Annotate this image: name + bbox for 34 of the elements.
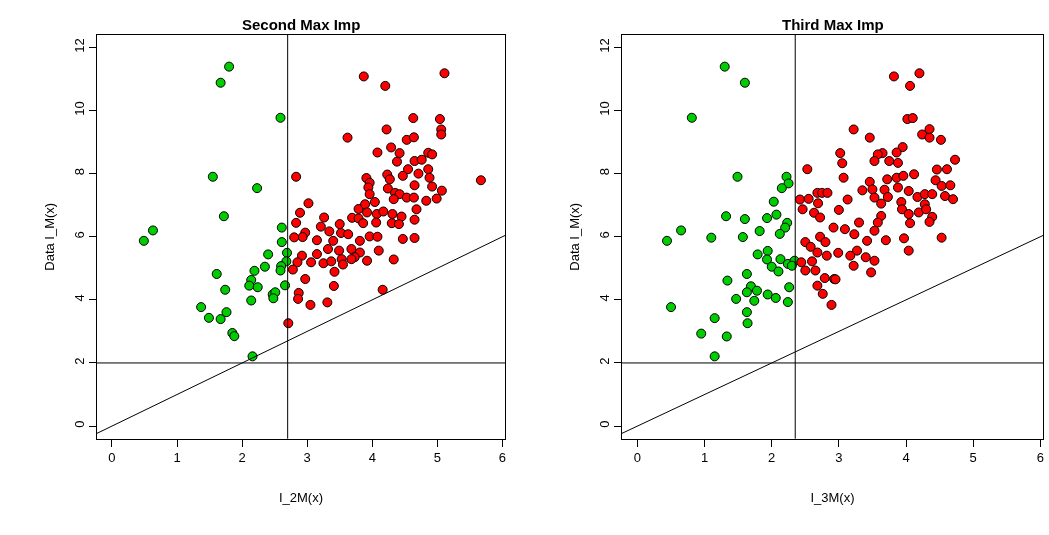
x-tick-label: 3 (835, 450, 843, 466)
x-tick-label: 5 (969, 450, 977, 466)
y-tick-label: 12 (71, 38, 87, 53)
y-axis-title: Data I_M(x) (41, 202, 57, 271)
x-tick-label: 6 (1036, 450, 1044, 466)
y-tick-label: 10 (71, 101, 87, 116)
y-axis-title: Data I_M(x) (566, 202, 582, 271)
y-tick-label: 6 (71, 231, 87, 239)
y-tick-label: 10 (596, 101, 612, 116)
x-tick-label: 2 (768, 450, 776, 466)
x-tick-label: 4 (368, 450, 376, 466)
y-tick-label: 12 (596, 38, 612, 53)
y-tick-label: 6 (596, 231, 612, 239)
chart-title: Second Max Imp (242, 16, 361, 33)
x-axis-title: I_3M(x) (810, 489, 855, 505)
chart-title: Third Max Imp (782, 16, 884, 33)
x-tick-label: 0 (108, 450, 116, 466)
y-tick-label: 8 (596, 168, 612, 176)
x-tick-label: 3 (303, 450, 311, 466)
x-tick-label: 6 (498, 450, 507, 466)
x-axis-title: I_2M(x) (278, 489, 324, 505)
x-tick-label: 0 (633, 450, 642, 466)
x-tick-label: 1 (173, 450, 181, 466)
y-tick-label: 4 (71, 294, 87, 302)
y-tick-label: 4 (596, 294, 612, 302)
y-tick-label: 8 (71, 168, 87, 176)
x-tick-label: 2 (238, 450, 246, 466)
y-tick-label: 2 (71, 357, 87, 365)
y-tick-label: 0 (596, 420, 612, 428)
y-tick-label: 2 (596, 357, 612, 365)
y-tick-label: 0 (71, 420, 87, 428)
x-tick-label: 1 (700, 450, 709, 466)
x-tick-label: 5 (433, 450, 441, 466)
x-tick-label: 4 (902, 450, 910, 466)
